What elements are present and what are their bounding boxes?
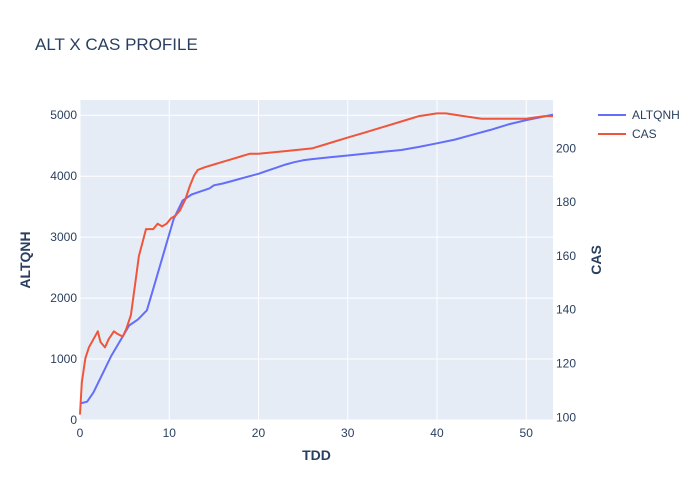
x-tick-label: 0: [77, 426, 84, 440]
y-left-tick-label: 4000: [50, 169, 77, 183]
x-tick-label: 20: [252, 426, 266, 440]
y-left-tick-label: 0: [70, 413, 77, 427]
legend[interactable]: ALTQNH CAS: [598, 108, 680, 141]
y-right-tick-label: 180: [556, 195, 576, 209]
chart-title: ALT X CAS PROFILE: [35, 35, 198, 54]
y-axis-right-title: CAS: [588, 245, 604, 275]
x-tick-label: 40: [430, 426, 444, 440]
y-right-tick-label: 120: [556, 357, 576, 371]
y-axis-left-title: ALTQNH: [17, 231, 33, 288]
y-left-tick-label: 5000: [50, 108, 77, 122]
y-left-tick-label: 2000: [50, 291, 77, 305]
series-line-cas: [79, 112, 553, 415]
y-left-tick-label: 1000: [50, 352, 77, 366]
y-right-tick-label: 140: [556, 303, 576, 317]
legend-item-cas[interactable]: CAS: [598, 127, 657, 141]
x-tick-label: 30: [341, 426, 355, 440]
series-line-altqnh: [79, 113, 554, 405]
series-lines: [79, 112, 554, 415]
plot-background: [80, 100, 553, 420]
legend-label-altqnh: ALTQNH: [632, 108, 680, 122]
legend-item-altqnh[interactable]: ALTQNH: [598, 108, 680, 122]
y-right-tick-label: 200: [556, 141, 576, 155]
y-right-tick-label: 160: [556, 249, 576, 263]
y-right-tick-label: 100: [556, 410, 576, 424]
y-left-tick-label: 3000: [50, 230, 77, 244]
tick-labels: 0 10 20 30 40 50 0 1000 2000 3000 4000 5000 100 120 14…: [50, 108, 576, 440]
x-tick-label: 10: [163, 426, 177, 440]
legend-label-cas: CAS: [632, 127, 657, 141]
x-axis-title: TDD: [302, 447, 331, 463]
x-tick-label: 50: [520, 426, 534, 440]
